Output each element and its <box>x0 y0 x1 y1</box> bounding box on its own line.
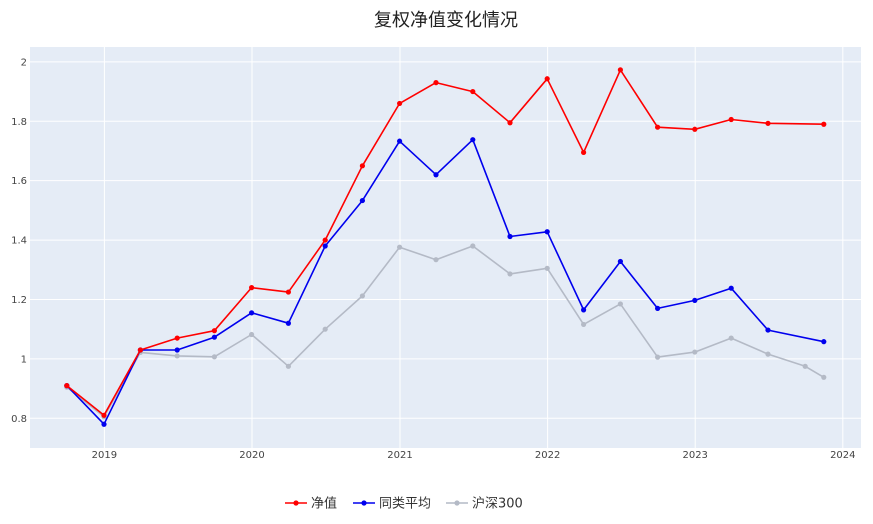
legend-marker <box>361 500 367 506</box>
data-point[interactable] <box>322 237 328 243</box>
y-tick-label: 1.4 <box>11 236 27 247</box>
data-point[interactable] <box>580 149 587 156</box>
x-tick-label: 2022 <box>535 450 560 461</box>
data-point[interactable] <box>802 363 808 369</box>
y-tick-label: 1.8 <box>11 117 27 128</box>
legend-item-0[interactable]: 净值 <box>285 496 337 512</box>
data-point[interactable] <box>507 120 513 126</box>
legend-item-1[interactable]: 同类平均 <box>353 497 431 512</box>
legend-label: 沪深300 <box>472 496 523 512</box>
series-2 <box>64 243 827 420</box>
data-point[interactable] <box>174 335 180 341</box>
legend-label: 净值 <box>311 496 337 512</box>
data-point[interactable] <box>174 353 180 359</box>
plot-area <box>30 47 861 448</box>
data-point[interactable] <box>359 293 365 299</box>
data-point[interactable] <box>692 349 698 355</box>
data-point[interactable] <box>359 163 365 169</box>
legend[interactable]: 净值 同类平均 沪深300 <box>285 496 523 512</box>
data-point[interactable] <box>821 121 827 127</box>
data-point[interactable] <box>654 305 661 311</box>
data-point[interactable] <box>433 80 439 86</box>
data-point[interactable] <box>654 124 661 130</box>
data-point[interactable] <box>433 257 439 263</box>
data-point[interactable] <box>580 307 587 313</box>
data-point[interactable] <box>249 285 255 291</box>
series-layer <box>64 67 827 427</box>
grid-lines <box>30 47 861 448</box>
legend-marker <box>454 500 460 506</box>
y-tick-label: 1.2 <box>11 295 27 306</box>
data-point[interactable] <box>249 310 255 316</box>
data-point[interactable] <box>544 229 550 235</box>
data-point[interactable] <box>654 354 661 360</box>
data-point[interactable] <box>470 243 476 249</box>
data-point[interactable] <box>211 328 217 334</box>
legend-marker <box>293 500 299 506</box>
data-point[interactable] <box>580 321 587 328</box>
data-point[interactable] <box>617 258 623 265</box>
chart-title: 复权净值变化情况 <box>374 10 518 31</box>
data-point[interactable] <box>765 120 771 126</box>
data-point[interactable] <box>285 363 291 369</box>
data-point[interactable] <box>617 301 623 307</box>
data-point[interactable] <box>617 67 623 73</box>
data-point[interactable] <box>285 320 291 326</box>
data-point[interactable] <box>249 331 255 338</box>
series-line <box>66 245 825 418</box>
data-point[interactable] <box>174 347 180 353</box>
series-0 <box>64 67 827 418</box>
x-tick-label: 2019 <box>92 450 117 461</box>
x-tick-label: 2023 <box>682 450 707 461</box>
y-tick-label: 1.6 <box>11 176 27 187</box>
y-tick-label: 1 <box>21 354 27 365</box>
data-point[interactable] <box>359 197 365 204</box>
data-point[interactable] <box>397 244 403 250</box>
data-point[interactable] <box>728 335 734 341</box>
data-point[interactable] <box>507 271 513 277</box>
data-point[interactable] <box>765 327 771 333</box>
data-point[interactable] <box>211 334 217 340</box>
series-1 <box>64 137 827 427</box>
data-point[interactable] <box>821 374 827 380</box>
data-point[interactable] <box>211 354 217 360</box>
data-point[interactable] <box>470 137 476 143</box>
data-point[interactable] <box>101 421 107 427</box>
data-point[interactable] <box>470 88 476 95</box>
data-point[interactable] <box>285 289 291 295</box>
data-point[interactable] <box>397 138 403 144</box>
data-point[interactable] <box>507 233 513 240</box>
data-point[interactable] <box>692 126 698 132</box>
legend-label: 同类平均 <box>379 497 431 512</box>
data-point[interactable] <box>544 265 550 271</box>
data-point[interactable] <box>728 285 734 291</box>
data-point[interactable] <box>692 297 698 303</box>
y-tick-label: 2 <box>21 57 27 68</box>
y-tick-label: 0.8 <box>11 414 27 425</box>
x-tick-label: 2020 <box>239 450 264 461</box>
data-point[interactable] <box>728 116 734 123</box>
axis-tick-labels: 2019 2020 2021 2022 2023 2024 0.8 1 1.2 1.4 1.6 1.8… <box>11 57 855 461</box>
data-point[interactable] <box>137 347 143 353</box>
legend-item-2[interactable]: 沪深300 <box>446 496 523 512</box>
data-point[interactable] <box>397 100 403 107</box>
x-tick-label: 2024 <box>830 450 855 461</box>
data-point[interactable] <box>322 243 328 249</box>
data-point[interactable] <box>765 351 771 357</box>
data-point[interactable] <box>821 339 827 345</box>
data-point[interactable] <box>433 172 439 178</box>
data-point[interactable] <box>64 383 70 389</box>
x-tick-label: 2021 <box>387 450 412 461</box>
data-point[interactable] <box>322 326 328 332</box>
data-point[interactable] <box>101 412 107 418</box>
data-point[interactable] <box>544 76 550 82</box>
